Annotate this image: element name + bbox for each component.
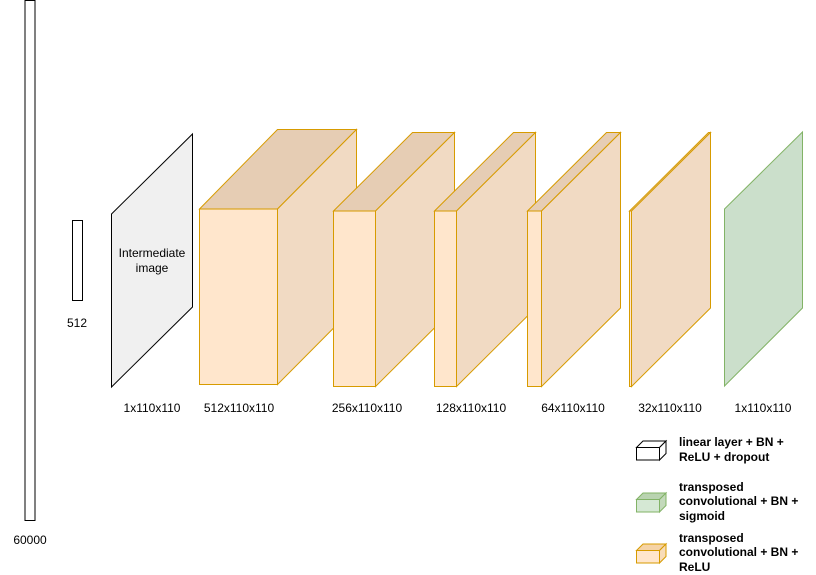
legend-item-3-line3: ReLU xyxy=(679,560,710,574)
block-32-front xyxy=(629,210,632,387)
linear-vector-label: 512 xyxy=(67,316,87,330)
legend-item-1-line1: linear layer + BN + xyxy=(679,435,784,449)
output-plane xyxy=(724,130,803,388)
legend-item-3-line2: convolutional + BN + xyxy=(679,545,798,559)
intermediate-image-plane xyxy=(111,132,193,389)
block-64-front xyxy=(527,210,542,387)
block-128-front xyxy=(434,210,457,387)
block-32 xyxy=(628,131,712,388)
intermediate-image-text-line1: Intermediate xyxy=(119,246,186,260)
block-32-label: 32x110x110 xyxy=(638,401,702,415)
legend-item-1-line2: ReLU + dropout xyxy=(679,450,769,464)
block-64 xyxy=(526,131,622,388)
cube-orange-icon xyxy=(635,542,668,565)
cube-outline-white-icon xyxy=(635,439,668,462)
legend-item-2-line1: transposed xyxy=(679,480,744,494)
block-256-label: 256x110x110 xyxy=(332,401,403,415)
block-256-front xyxy=(333,210,376,387)
intermediate-image-text-line2: image xyxy=(136,261,169,275)
output-plane-label: 1x110x110 xyxy=(735,401,792,415)
block-512-label: 512x110x110 xyxy=(204,401,275,415)
intermediate-image-label: 1x110x110 xyxy=(124,401,181,415)
block-128-label: 128x110x110 xyxy=(436,401,507,415)
legend-item-2-line2: convolutional + BN + xyxy=(679,494,798,508)
block-512-front xyxy=(199,208,278,385)
linear-vector-bar xyxy=(72,220,83,301)
legend-item-3-line1: transposed xyxy=(679,531,744,545)
block-128 xyxy=(433,131,537,388)
input-vector-label: 60000 xyxy=(13,533,47,547)
cube-green-icon xyxy=(635,491,668,514)
input-vector-bar xyxy=(24,0,36,521)
block-512 xyxy=(198,128,358,386)
block-64-label: 64x110x110 xyxy=(541,401,605,415)
legend: linear layer + BN + ReLU + dropout trans… xyxy=(635,435,798,574)
legend-item-2-line3: sigmoid xyxy=(679,509,725,523)
